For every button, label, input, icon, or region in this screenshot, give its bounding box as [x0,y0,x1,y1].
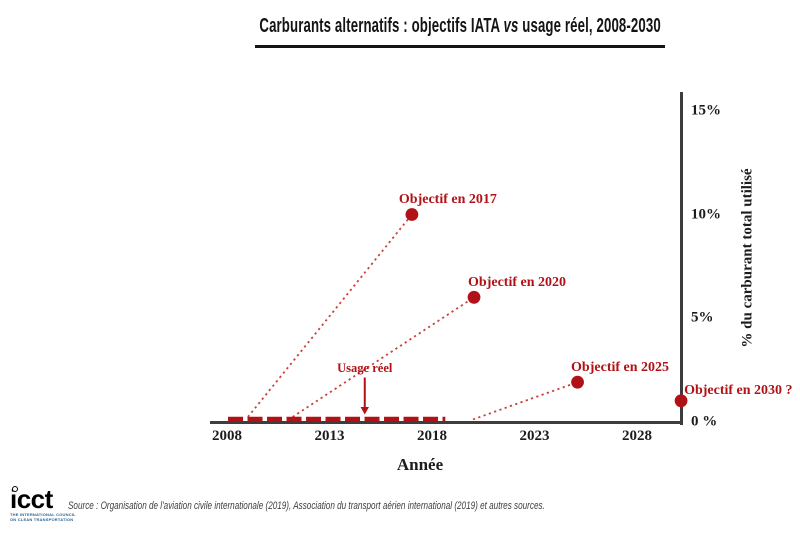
chart-title-prefix: Carburants alternatifs : objectifs IATA [259,15,504,37]
y-tick-0: 0 % [691,413,718,429]
objective-label-2030: Objectif en 2030 ? [684,383,793,398]
objective-point [674,394,688,408]
x-tick-2013: 2013 [314,428,345,444]
x-tick-2008: 2008 [212,428,242,444]
objective-projection-line [247,213,413,418]
y-tick-15: 15% [691,102,721,119]
source-text: Source : Organisation de l'aviation civi… [68,500,545,512]
y-axis-line [680,92,683,425]
objective-point [467,290,481,304]
y-tick-5: 5% [691,309,714,326]
x-axis-title: Année [396,455,444,474]
objective-projection-line [292,296,475,418]
objective-label-2025: Objectif en 2025 [571,359,670,375]
usage-reel-label: Usage réel [337,361,393,375]
usage-reel-arrow-head-icon [360,407,369,415]
x-tick-2018: 2018 [417,428,447,444]
title-underline [255,45,665,48]
objective-label-2020: Objectif en 2020 [468,275,566,290]
y-tick-10: 10% [691,206,721,222]
chart-title: Carburants alternatifs : objectifs IATA … [259,15,660,38]
icct-logo-tagline-1: THE INTERNATIONAL COUNCIL [10,512,76,517]
objective-point [571,375,584,389]
x-axis-line [210,421,683,424]
icct-logo: icct THE INTERNATIONAL COUNCIL ON CLEAN … [10,486,76,522]
objective-projection-line [472,381,578,421]
icct-logo-word: icct [10,486,70,512]
objective-label-2017: Objectif en 2017 [398,192,497,207]
chart-title-row: Carburants alternatifs : objectifs IATA … [60,15,800,38]
chart-title-vs: vs [503,15,519,37]
x-tick-2023: 2023 [519,428,550,444]
icct-logo-ring-icon [12,486,18,492]
chart-title-suffix: usage réel, 2008-2030 [518,15,661,37]
x-tick-2028: 2028 [622,428,652,444]
icct-logo-tagline-2: ON CLEAN TRANSPORTATION [10,517,74,522]
objective-point [405,208,419,221]
